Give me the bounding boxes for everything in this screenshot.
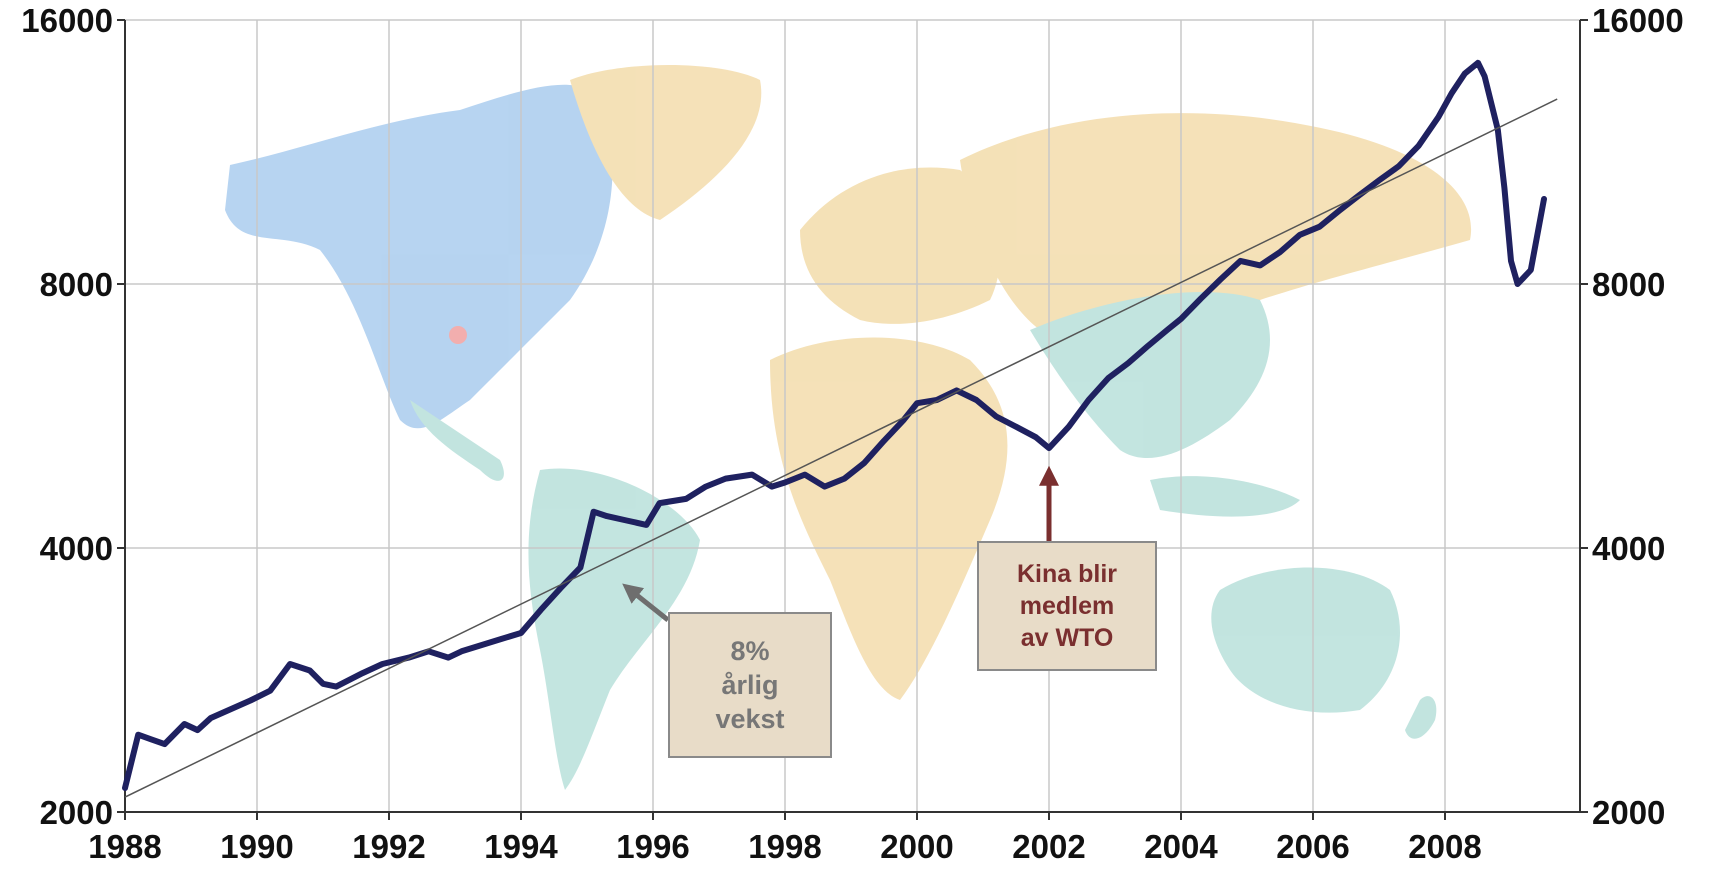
wto-annotation-line-3: av WTO	[1020, 624, 1114, 652]
y-tick-label-right: 16000	[1592, 2, 1684, 39]
x-tick-label: 1990	[220, 828, 293, 865]
growth-arrow	[622, 583, 670, 622]
south-america-shape	[528, 468, 700, 790]
central-america-shape	[410, 400, 504, 481]
y-tick-labels-right: 2000 4000 8000 16000	[1592, 2, 1684, 831]
x-tick-label: 2000	[880, 828, 953, 865]
europe-shape	[800, 167, 1000, 324]
x-tick-label: 2004	[1144, 828, 1218, 865]
annotation-arrows	[622, 465, 1059, 622]
x-tick-label: 1996	[616, 828, 689, 865]
wto-annotation-line-2: medlem	[1019, 592, 1115, 620]
africa-shape	[770, 337, 1008, 700]
x-tick-label: 1994	[484, 828, 558, 865]
asia-shape	[960, 113, 1472, 330]
x-tick-label: 1988	[88, 828, 161, 865]
series-layer	[122, 59, 1558, 798]
new-zealand-shape	[1405, 696, 1437, 739]
wto-annotation-line-1: Kina blir	[1016, 560, 1117, 588]
world-map-background	[225, 65, 1472, 790]
trend-line	[124, 98, 1558, 798]
growth-annotation-box: 8% årlig vekst	[668, 612, 832, 758]
wto-annotation-box: Kina blir medlem av WTO	[977, 541, 1157, 671]
y-tick-label: 16000	[21, 2, 113, 39]
x-tick-label: 2006	[1276, 828, 1349, 865]
index-series-line	[122, 59, 1547, 791]
growth-annotation-line-2: årlig	[721, 670, 779, 700]
y-tick-label: 4000	[40, 530, 113, 567]
x-tick-labels: 1988 1990 1992 1994 1996 1998 2000 2002 2004 2006…	[88, 828, 1481, 865]
australia-shape	[1211, 567, 1400, 713]
x-tick-label: 2008	[1408, 828, 1481, 865]
growth-annotation-line-3: vekst	[715, 704, 785, 734]
growth-annotation-line-1: 8%	[730, 636, 770, 666]
north-america-shape	[225, 84, 613, 429]
x-tick-label: 1992	[352, 828, 425, 865]
indonesia-shape	[1150, 476, 1300, 517]
axes	[117, 19, 1588, 820]
y-tick-label-right: 4000	[1592, 530, 1665, 567]
x-tick-label: 1998	[748, 828, 821, 865]
y-tick-label: 8000	[40, 266, 113, 303]
greenland-shape	[570, 65, 762, 220]
y-tick-labels-left: 2000 4000 8000 16000	[21, 2, 113, 831]
y-tick-label-right: 8000	[1592, 266, 1665, 303]
map-marker	[449, 326, 467, 344]
south-asia-shape	[1030, 291, 1270, 459]
y-tick-label: 2000	[40, 794, 113, 831]
y-tick-label-right: 2000	[1592, 794, 1665, 831]
x-tick-label: 2002	[1012, 828, 1085, 865]
